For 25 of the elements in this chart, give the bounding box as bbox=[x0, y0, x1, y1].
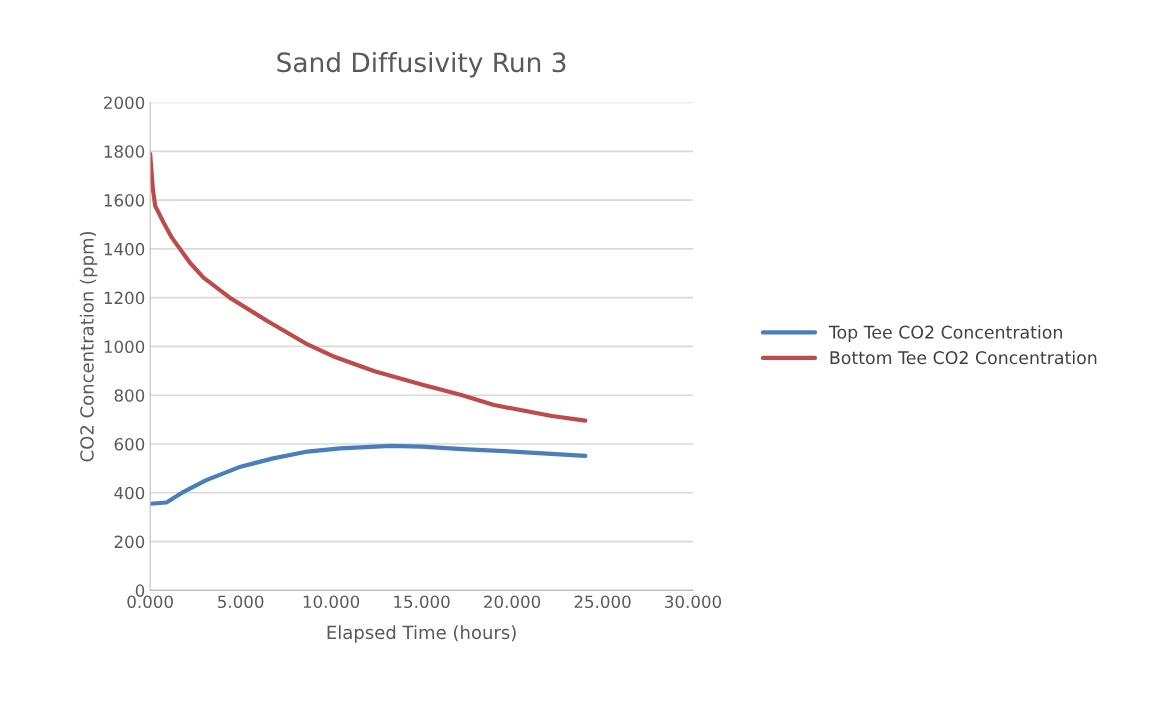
y-tick-label: 1400 bbox=[104, 242, 145, 256]
y-tick-label: 1600 bbox=[104, 194, 145, 207]
x-tick-label: 20.000 bbox=[484, 595, 541, 609]
x-tick-label: 30.000 bbox=[665, 595, 722, 609]
x-tick-label: 10.000 bbox=[303, 595, 360, 609]
legend-label: Bottom Tee CO2 Concentration bbox=[830, 350, 1097, 365]
legend-label: Top Tee CO2 Concentration bbox=[828, 325, 1062, 343]
y-axis-title: CO2 Concentration (ppm) bbox=[79, 231, 98, 462]
y-tick-label: 400 bbox=[114, 486, 145, 500]
x-tick-label: 15.000 bbox=[394, 595, 450, 609]
y-tick-label: 0 bbox=[135, 584, 145, 597]
line-series bbox=[150, 151, 588, 423]
x-tick-label: 0.000 bbox=[127, 595, 173, 609]
y-tick-label: 800 bbox=[114, 389, 145, 402]
x-tick-label: 25.000 bbox=[574, 595, 631, 609]
y-tick-label: 1200 bbox=[104, 291, 145, 305]
line-series bbox=[150, 443, 588, 506]
y-tick-label: 1800 bbox=[104, 145, 145, 158]
x-axis-title: Elapsed Time (hours) bbox=[327, 625, 516, 643]
y-tick-label: 200 bbox=[114, 535, 145, 549]
y-tick-label: 2000 bbox=[104, 96, 145, 110]
y-tick-label: 1000 bbox=[104, 340, 145, 353]
chart-title: Sand Diffusivity Run 3 bbox=[277, 51, 566, 78]
y-tick-label: 600 bbox=[114, 437, 145, 451]
x-tick-label: 5.000 bbox=[218, 595, 264, 609]
